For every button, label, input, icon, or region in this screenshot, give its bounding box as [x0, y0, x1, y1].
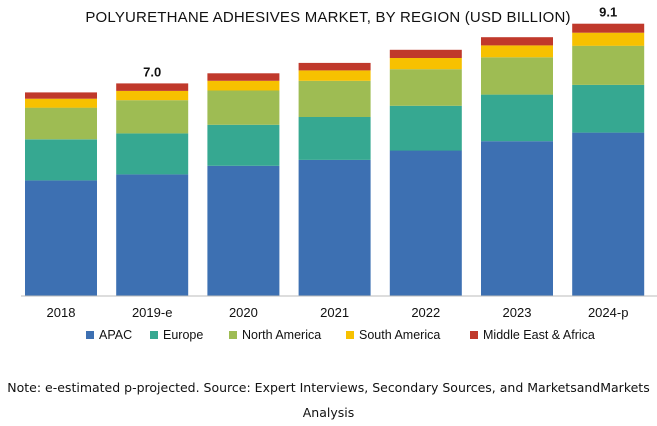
bar-segment-north-america: [298, 80, 371, 117]
footer-note-continued: Analysis: [302, 405, 355, 420]
bar-segment-south-america: [298, 70, 371, 81]
bars-group: [25, 23, 645, 296]
bar-segment-north-america: [481, 57, 553, 95]
legend-swatch: [346, 331, 354, 339]
legend-swatch: [470, 331, 478, 339]
x-tick-label: 2021: [320, 305, 349, 320]
legend-label: South America: [359, 328, 440, 342]
legend-swatch: [150, 331, 158, 339]
bar-segment-apac: [207, 165, 280, 296]
bar-segment-apac: [25, 180, 97, 296]
bar-segment-north-america: [572, 45, 645, 85]
bar-segment-north-america: [116, 100, 189, 134]
bar-segment-middle-east-africa: [389, 49, 462, 58]
data-label: 7.0: [143, 64, 161, 79]
legend-swatch: [86, 331, 94, 339]
data-labels: 7.0 9.1: [143, 5, 617, 80]
bar-segment-europe: [298, 117, 371, 160]
bar-segment-north-america: [207, 90, 280, 125]
bar-segment-europe: [207, 124, 280, 166]
x-tick-labels: 2018 2019-e 2020 2021 2022 2023 2024-p: [47, 305, 629, 320]
x-tick-label: 2023: [503, 305, 532, 320]
bar-segment-middle-east-africa: [25, 92, 97, 99]
chart-title: POLYURETHANE ADHESIVES MARKET, BY REGION…: [85, 9, 570, 26]
x-tick-label: 2020: [229, 305, 258, 320]
bar-segment-middle-east-africa: [298, 62, 371, 71]
bar-segment-apac: [298, 159, 371, 296]
x-tick-label: 2018: [47, 305, 76, 320]
bar-segment-south-america: [207, 80, 280, 91]
bar-segment-europe: [572, 84, 645, 133]
bar-segment-middle-east-africa: [572, 23, 645, 33]
legend-label: Middle East & Africa: [483, 328, 595, 342]
bar-segment-south-america: [116, 90, 189, 101]
x-tick-label: 2024-p: [588, 305, 628, 320]
footer-note: Note: e-estimated p-projected. Source: E…: [7, 380, 650, 395]
bar-segment-apac: [572, 132, 645, 296]
bar-segment-middle-east-africa: [481, 37, 553, 46]
bar-segment-apac: [481, 141, 553, 296]
bar-segment-south-america: [389, 58, 462, 70]
x-tick-label: 2019-e: [132, 305, 172, 320]
legend-swatch: [229, 331, 237, 339]
bar-segment-europe: [481, 94, 553, 142]
bar-segment-north-america: [25, 107, 97, 140]
bar-segment-apac: [389, 150, 462, 296]
x-tick-label: 2022: [411, 305, 440, 320]
bar-segment-europe: [116, 133, 189, 175]
legend-label: APAC: [99, 328, 132, 342]
bar-segment-north-america: [389, 69, 462, 106]
data-label: 9.1: [599, 5, 617, 20]
bar-segment-middle-east-africa: [116, 83, 189, 91]
legend-label: Europe: [163, 328, 203, 342]
legend: APAC Europe North America South America Midd…: [86, 328, 595, 342]
bar-segment-middle-east-africa: [207, 73, 280, 81]
bar-segment-europe: [25, 139, 97, 181]
legend-label: North America: [242, 328, 321, 342]
bar-segment-south-america: [572, 32, 645, 46]
bar-segment-apac: [116, 174, 189, 296]
bar-segment-south-america: [481, 45, 553, 58]
bar-segment-south-america: [25, 98, 97, 108]
bar-segment-europe: [389, 105, 462, 151]
